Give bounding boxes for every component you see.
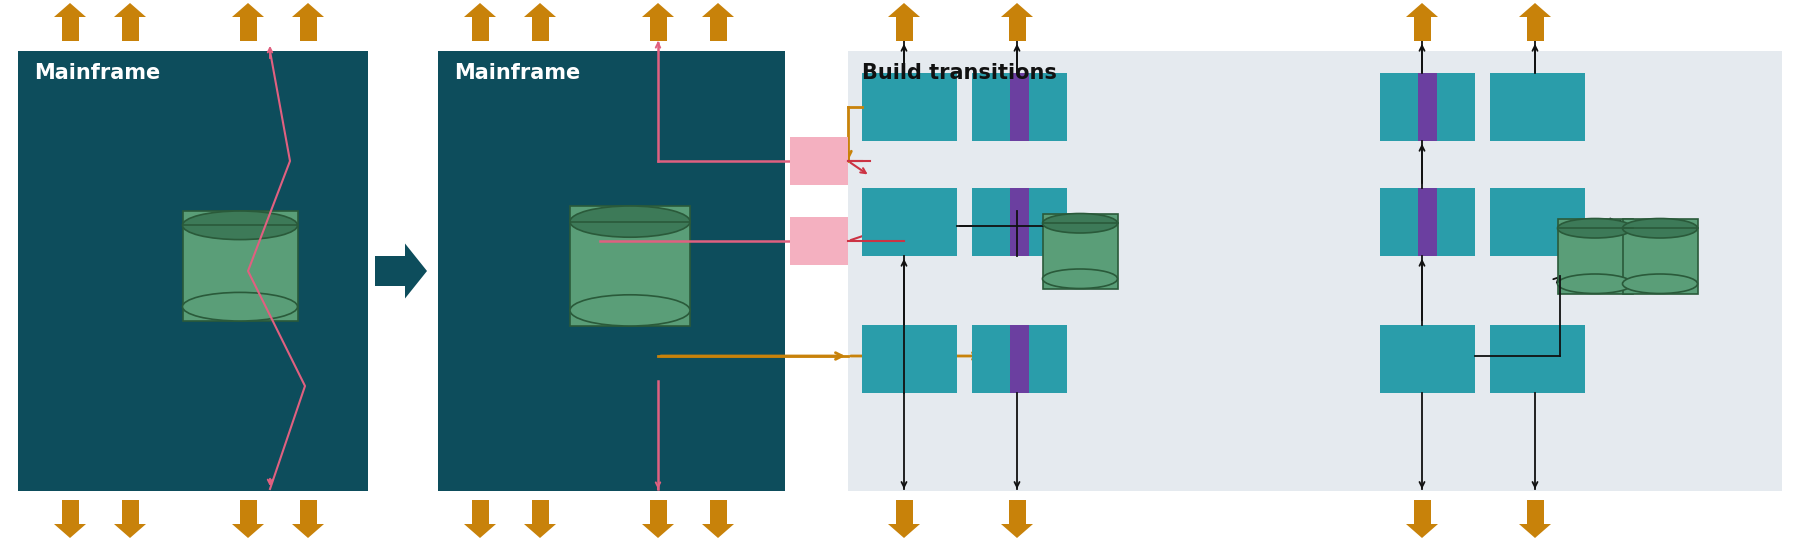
FancyBboxPatch shape — [1010, 325, 1030, 393]
Bar — [1526, 500, 1544, 524]
Ellipse shape — [571, 295, 689, 326]
Bar — [61, 500, 79, 524]
Polygon shape — [54, 3, 86, 17]
Polygon shape — [643, 3, 673, 17]
FancyBboxPatch shape — [1557, 219, 1633, 294]
Polygon shape — [464, 524, 497, 538]
Polygon shape — [643, 524, 673, 538]
Bar — [1413, 500, 1431, 524]
Ellipse shape — [1042, 214, 1118, 233]
Polygon shape — [232, 3, 265, 17]
Polygon shape — [524, 524, 556, 538]
FancyBboxPatch shape — [1042, 214, 1118, 288]
FancyBboxPatch shape — [1490, 325, 1586, 393]
Bar — [374, 256, 405, 286]
FancyBboxPatch shape — [972, 73, 1067, 141]
FancyBboxPatch shape — [1418, 73, 1436, 141]
Bar — [122, 17, 139, 41]
FancyBboxPatch shape — [862, 73, 958, 141]
Bar — [896, 17, 913, 41]
Bar — [1413, 17, 1431, 41]
Bar — [848, 51, 1782, 491]
FancyBboxPatch shape — [972, 188, 1067, 256]
Bar — [437, 51, 785, 491]
Ellipse shape — [571, 206, 689, 237]
FancyBboxPatch shape — [1381, 73, 1474, 141]
FancyBboxPatch shape — [790, 217, 848, 265]
FancyBboxPatch shape — [790, 137, 848, 185]
Bar — [472, 500, 488, 524]
FancyBboxPatch shape — [1381, 188, 1474, 256]
Polygon shape — [1519, 3, 1552, 17]
Ellipse shape — [1557, 219, 1633, 238]
FancyBboxPatch shape — [1381, 325, 1474, 393]
FancyBboxPatch shape — [972, 325, 1067, 393]
Ellipse shape — [182, 211, 297, 240]
Bar — [531, 17, 549, 41]
FancyBboxPatch shape — [1490, 188, 1586, 256]
FancyBboxPatch shape — [571, 206, 689, 326]
Polygon shape — [292, 524, 324, 538]
Ellipse shape — [182, 292, 297, 321]
FancyBboxPatch shape — [862, 325, 958, 393]
Bar — [650, 500, 666, 524]
Bar — [239, 500, 256, 524]
Bar — [709, 500, 727, 524]
Ellipse shape — [1557, 274, 1633, 294]
Bar — [299, 500, 317, 524]
Bar — [650, 17, 666, 41]
Polygon shape — [405, 243, 427, 299]
Polygon shape — [524, 3, 556, 17]
Bar — [1526, 17, 1544, 41]
Text: Mainframe: Mainframe — [454, 63, 580, 83]
Polygon shape — [113, 524, 146, 538]
Bar — [122, 500, 139, 524]
Polygon shape — [1519, 524, 1552, 538]
Polygon shape — [1001, 3, 1033, 17]
Bar — [1008, 17, 1026, 41]
Polygon shape — [887, 524, 920, 538]
FancyBboxPatch shape — [1418, 188, 1436, 256]
Bar — [1008, 500, 1026, 524]
Bar — [472, 17, 488, 41]
Polygon shape — [702, 524, 734, 538]
FancyBboxPatch shape — [1010, 73, 1030, 141]
FancyBboxPatch shape — [182, 211, 297, 321]
Bar — [531, 500, 549, 524]
Text: Mainframe: Mainframe — [34, 63, 160, 83]
FancyBboxPatch shape — [1490, 73, 1586, 141]
Polygon shape — [1406, 3, 1438, 17]
Polygon shape — [887, 3, 920, 17]
Ellipse shape — [1622, 219, 1697, 238]
Bar — [18, 51, 367, 491]
Text: Build transitions: Build transitions — [862, 63, 1057, 83]
Polygon shape — [54, 524, 86, 538]
Bar — [896, 500, 913, 524]
Bar — [299, 17, 317, 41]
Bar — [709, 17, 727, 41]
Polygon shape — [464, 3, 497, 17]
Polygon shape — [113, 3, 146, 17]
FancyBboxPatch shape — [862, 188, 958, 256]
Ellipse shape — [1042, 269, 1118, 288]
FancyBboxPatch shape — [1622, 219, 1697, 294]
FancyBboxPatch shape — [1010, 188, 1030, 256]
Bar — [239, 17, 256, 41]
Polygon shape — [1001, 524, 1033, 538]
Polygon shape — [292, 3, 324, 17]
Ellipse shape — [1622, 274, 1697, 294]
Polygon shape — [232, 524, 265, 538]
Bar — [61, 17, 79, 41]
Polygon shape — [702, 3, 734, 17]
Polygon shape — [1406, 524, 1438, 538]
